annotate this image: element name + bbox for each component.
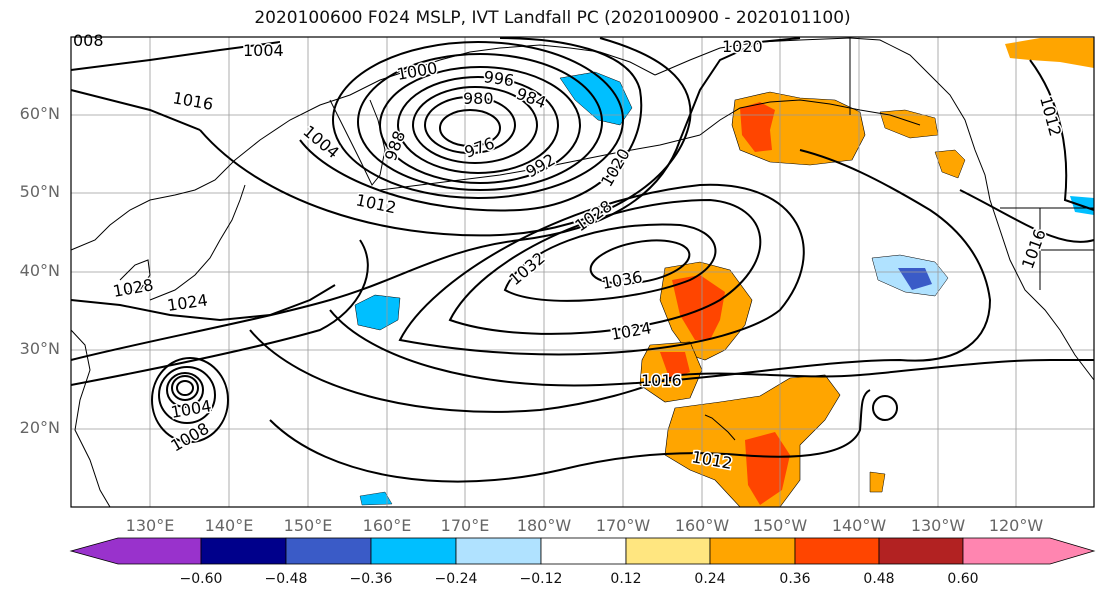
lon-label: 150°E — [283, 516, 333, 535]
colorbar-tick-label: 0.36 — [779, 571, 811, 587]
colorbar-segment — [878, 537, 964, 565]
colorbar-tick-label: −0.60 — [179, 571, 223, 587]
colorbar-segment — [370, 537, 457, 565]
contour-label: 980 — [463, 89, 494, 108]
contour-label: 996 — [482, 67, 515, 90]
lon-label: 160°E — [362, 516, 412, 535]
coast-china-south — [70, 329, 111, 508]
contour-typhoon-3 — [166, 372, 204, 408]
contour-label: 1020 — [722, 37, 763, 56]
lon-label: 170°E — [440, 516, 490, 535]
lon-label: 180°W — [516, 516, 572, 535]
contour-low-984 — [412, 86, 538, 164]
coast-asia — [70, 44, 656, 251]
coast-alaska-south — [699, 99, 921, 136]
ivt-neg-kamchatka — [559, 71, 633, 126]
ivt-shade-ar-south-core — [745, 432, 790, 505]
contour-label: 1004 — [243, 41, 284, 60]
contour-1012-ne — [1029, 59, 1095, 211]
colorbar-tick-label: 0.12 — [610, 571, 642, 587]
colorbar-tick-label: 0.60 — [947, 571, 979, 587]
ivt-positive-shading — [639, 38, 1094, 508]
colorbar-segment — [625, 537, 711, 565]
colorbar-tick-label: −0.48 — [264, 571, 308, 587]
colorbar-tick-label: −0.36 — [349, 571, 393, 587]
lat-label: 30°N — [19, 339, 60, 358]
contour-typhoon-4 — [158, 366, 216, 424]
contour-low-980 — [424, 96, 516, 154]
contour-south-low — [872, 395, 898, 421]
colorbar-tick-label: 0.24 — [694, 571, 726, 587]
ivt-negative-shading — [354, 71, 1094, 506]
contour-high-1032 — [503, 223, 717, 302]
map-frame — [70, 36, 1095, 508]
contour-typhoon-5 — [151, 357, 229, 443]
contour-label: 008 — [73, 31, 104, 50]
contour-label: 1016 — [641, 371, 682, 390]
colorbar-segment — [285, 537, 372, 565]
contour-low-996 — [357, 53, 603, 191]
contour-1020 — [70, 37, 801, 361]
contour-1016-east — [959, 189, 1095, 243]
lon-label: 170°W — [595, 516, 651, 535]
figure-title: 2020100600 F024 MSLP, IVT Landfall PC (2… — [254, 8, 851, 28]
lon-label: 140°W — [831, 516, 887, 535]
lat-label: 20°N — [19, 418, 60, 437]
contour-1004 — [70, 37, 643, 212]
contour-1024-west — [70, 284, 336, 322]
lon-label: 140°E — [204, 516, 254, 535]
ivt-shade-small-south — [869, 471, 886, 493]
contour-low-992 — [379, 66, 581, 184]
lon-label: 130°E — [125, 516, 175, 535]
colorbar-segment — [794, 537, 880, 565]
coastlines — [70, 37, 1095, 508]
hawaii — [704, 414, 736, 441]
contour-low-1000 — [332, 41, 624, 199]
lon-label: 160°W — [674, 516, 730, 535]
contour-1012 — [199, 37, 692, 237]
colorbar — [69, 537, 1096, 565]
colorbar-tick-label: 0.48 — [863, 571, 895, 587]
colorbar-segment — [455, 537, 542, 565]
colorbar-tick-label: −0.12 — [519, 571, 563, 587]
ivt-shade-topright — [1005, 38, 1094, 68]
lat-label: 40°N — [19, 261, 60, 280]
ivt-shade-ar-mid-core — [660, 352, 690, 380]
ivt-neg-east-core — [898, 268, 932, 290]
colorbar-segment — [200, 537, 287, 565]
lon-label: 120°W — [988, 516, 1044, 535]
lat-label: 50°N — [19, 182, 60, 201]
contour-high-1028 — [448, 198, 762, 335]
ivt-neg-midpac — [354, 294, 401, 331]
coast-korea — [119, 259, 151, 293]
mslp-contours — [70, 37, 1095, 483]
contour-high-1036 — [589, 239, 691, 285]
coast-japan — [149, 184, 246, 301]
colorbar-extend-low — [69, 537, 202, 565]
lat-label: 60°N — [19, 104, 60, 123]
contour-high-1024 — [398, 183, 805, 356]
contour-1016-south — [249, 329, 1094, 413]
contour-1020-big — [329, 149, 992, 387]
colorbar-segment — [540, 537, 627, 565]
contour-typhoon-2 — [171, 375, 199, 401]
contour-1012-south — [269, 389, 871, 483]
ivt-shade-ar-north-core — [672, 275, 725, 340]
lon-label: 150°W — [752, 516, 808, 535]
contour-low-988 — [397, 76, 559, 174]
colorbar-extend-high — [962, 537, 1096, 565]
ivt-neg-bottom — [359, 491, 393, 506]
contour-low-976 — [439, 109, 501, 147]
coast-aleutians — [379, 134, 701, 191]
lon-label: 130°W — [910, 516, 966, 535]
contour-1016 — [70, 89, 369, 386]
ivt-shade-alaska-core — [740, 102, 775, 152]
colorbar-tick-label: −0.24 — [434, 571, 478, 587]
contour-typhoon-1 — [176, 380, 194, 396]
ivt-shade-bc — [934, 149, 966, 179]
colorbar-segment — [709, 537, 796, 565]
